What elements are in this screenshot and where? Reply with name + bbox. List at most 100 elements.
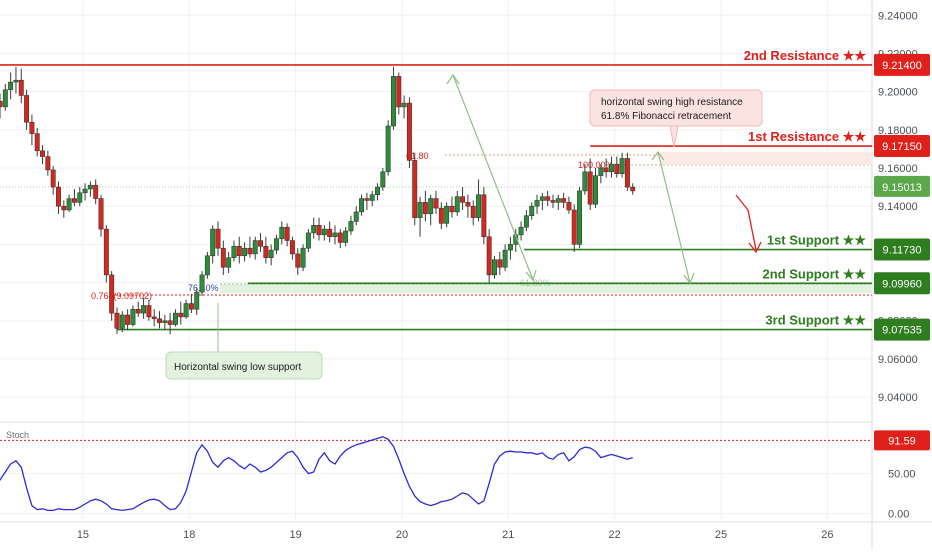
arrowhead [683, 272, 695, 285]
level-price-tag [874, 318, 930, 341]
candle-body [247, 247, 253, 255]
candle-body [476, 194, 481, 218]
candle-body [258, 240, 263, 247]
level-price-tag [874, 238, 930, 261]
drawings [217, 73, 762, 352]
time-tick-label: 15 [77, 529, 89, 541]
level-price-tag-label: 9.21400 [882, 60, 922, 72]
level-label: 2nd Support ★★ [763, 266, 867, 281]
time-tick-label: 19 [290, 529, 302, 541]
level-label: 1st Resistance ★★ [748, 129, 866, 144]
time-tick-label: 22 [609, 529, 621, 541]
stoch-label: Stoch [6, 430, 29, 440]
candle-body [518, 226, 524, 236]
candle-body [401, 102, 407, 108]
candle-body [523, 215, 529, 228]
candle-body [109, 274, 115, 314]
candle-body [353, 211, 359, 222]
candle-body [34, 133, 40, 152]
candle-body [295, 253, 301, 268]
candle-body [396, 76, 402, 108]
candle-body [300, 247, 306, 268]
drawing-line [657, 151, 691, 284]
arrowhead [748, 241, 762, 254]
candle-body [284, 226, 290, 241]
candle-body [220, 247, 226, 268]
candle-body [130, 309, 136, 325]
arrowhead [525, 269, 537, 282]
candle-body [571, 209, 577, 245]
candle-body [422, 202, 428, 215]
time-tick-label: 25 [715, 529, 727, 541]
candle-body [385, 125, 391, 173]
level-label: 1st Support ★★ [767, 233, 866, 248]
price-tick-label: 9.18000 [878, 125, 918, 137]
drawing-line [452, 74, 534, 281]
candle-body [199, 274, 205, 293]
candle-body [87, 184, 93, 190]
level-label: 2nd Resistance ★★ [744, 48, 867, 63]
current-price-tag-bg [874, 175, 930, 197]
stoch-k-line [0, 436, 633, 512]
candle-body [545, 196, 551, 201]
candle-body [609, 163, 614, 173]
candle-body [327, 228, 333, 237]
resistance-annotation: horizontal swing high resistance 61.8% F… [589, 89, 763, 148]
candle-body [433, 198, 439, 209]
candle-body [82, 188, 88, 194]
candle-body [231, 246, 237, 258]
candle-body [29, 121, 35, 134]
candle-body [529, 205, 535, 216]
candle-body [550, 200, 556, 203]
candle-body [428, 198, 434, 215]
resistance-zone [660, 152, 872, 165]
candle-body [146, 305, 152, 318]
candle-body [348, 221, 354, 232]
candle-body [577, 190, 583, 245]
candle-body [188, 303, 194, 310]
candle-body [454, 196, 460, 213]
price-tick-label: 9.04000 [878, 392, 918, 404]
stoch-tick-label: 50.00 [888, 469, 916, 481]
candle-body [391, 76, 396, 127]
candle-body [486, 236, 492, 276]
level-price-tag-label: 9.11730 [883, 245, 922, 257]
candle-body [61, 205, 67, 211]
time-tick-label: 20 [396, 529, 408, 541]
fib-label-d: 0.764(9.09702) [91, 291, 152, 301]
level-label: 3rd Support ★★ [765, 313, 866, 328]
candle-body [624, 158, 630, 188]
candle-body [507, 244, 513, 251]
candle-body [93, 184, 99, 199]
candle-body [375, 186, 380, 195]
price-tick-label: 9.14000 [878, 201, 918, 213]
candle-body [98, 198, 104, 230]
candle-body [311, 225, 317, 234]
candle-body [141, 305, 147, 314]
candle-body [587, 171, 593, 205]
price-tick-label: 9.20000 [878, 87, 918, 99]
candle-body [135, 309, 141, 314]
candle-body [167, 320, 173, 325]
candle-body [481, 194, 487, 237]
candle-body [343, 230, 349, 243]
candle-body [364, 198, 370, 201]
candle-body [438, 207, 444, 224]
time-tick-label: 26 [821, 529, 833, 541]
resistance-annotation-tail [669, 125, 679, 148]
candle-body [619, 158, 625, 174]
stoch-value-tag-label: 91.59 [888, 435, 916, 447]
current-price-tag: 9.15013 [874, 175, 930, 197]
candle-body [321, 228, 327, 236]
stoch-value-tag [874, 430, 930, 451]
resistance-annotation-line1: horizontal swing high resistance [601, 97, 743, 108]
candle-body [470, 205, 476, 218]
time-tick-label: 18 [183, 529, 195, 541]
price-tick-label: 9.06000 [878, 354, 918, 366]
candle-body [125, 314, 131, 325]
candle-body [8, 81, 14, 90]
resistance-annotation-line2: 61.8% Fibonacci retracement [601, 111, 731, 122]
forecast-arrow [735, 194, 757, 251]
candle-body [598, 167, 604, 176]
